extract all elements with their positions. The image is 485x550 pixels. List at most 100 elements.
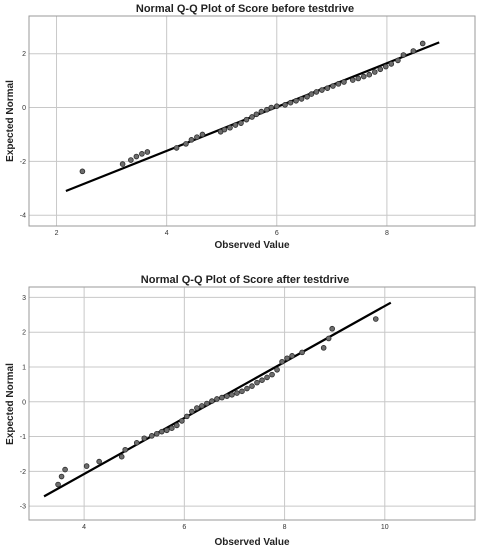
- data-point: [349, 77, 356, 83]
- x-tick-label: 4: [82, 524, 86, 531]
- data-point: [62, 466, 68, 473]
- data-points: [55, 316, 379, 488]
- data-point: [234, 390, 240, 396]
- data-point: [329, 325, 335, 332]
- data-point: [410, 48, 417, 54]
- x-axis-label: Observed Value: [214, 537, 289, 548]
- y-tick-label: 2: [22, 330, 26, 337]
- qq-plot-after-testdrive: Normal Q-Q Plot of Score after testdrive…: [5, 274, 476, 548]
- data-point: [232, 122, 239, 128]
- data-point: [229, 392, 235, 398]
- data-point: [153, 430, 160, 437]
- data-point: [128, 157, 134, 163]
- data-point: [194, 134, 200, 140]
- grid: [29, 16, 475, 226]
- data-point: [254, 379, 260, 386]
- chart-title: Normal Q-Q Plot of Score before testdriv…: [136, 3, 354, 15]
- data-point: [243, 116, 250, 123]
- data-point: [58, 473, 65, 480]
- data-point: [341, 79, 347, 85]
- data-point: [194, 405, 200, 411]
- data-point: [249, 383, 255, 389]
- data-point: [224, 393, 230, 399]
- data-point: [313, 89, 320, 95]
- data-point: [164, 427, 170, 434]
- data-point: [221, 126, 228, 133]
- data-point: [382, 63, 389, 70]
- x-tick-label: 6: [182, 524, 186, 531]
- y-tick-label: -3: [20, 504, 26, 511]
- data-point: [199, 403, 205, 409]
- data-point: [274, 366, 280, 373]
- x-tick-label: 2: [55, 230, 59, 237]
- data-point: [219, 394, 225, 401]
- x-axis-ticks: 4 6 8 10: [82, 524, 389, 531]
- data-point: [258, 108, 265, 115]
- data-point: [189, 408, 195, 415]
- data-point: [188, 137, 195, 143]
- data-point: [377, 66, 384, 73]
- data-point: [133, 153, 140, 160]
- data-point: [355, 75, 362, 82]
- data-point: [239, 388, 245, 395]
- y-tick-label: 3: [22, 295, 26, 302]
- data-point: [79, 168, 86, 175]
- y-tick-label: -4: [20, 213, 26, 220]
- data-point: [173, 145, 180, 151]
- y-tick-label: -1: [20, 434, 26, 441]
- data-point: [158, 428, 165, 435]
- x-tick-label: 10: [381, 524, 389, 531]
- data-point: [330, 83, 336, 89]
- data-point: [400, 52, 407, 58]
- data-point: [335, 81, 342, 87]
- data-point: [238, 120, 244, 126]
- data-point: [55, 481, 61, 488]
- y-axis-label: Expected Normal: [5, 363, 16, 445]
- data-point: [244, 385, 250, 392]
- data-point: [122, 446, 129, 453]
- data-point: [360, 73, 367, 80]
- x-tick-label: 4: [165, 230, 169, 237]
- data-point: [388, 61, 395, 67]
- data-point: [183, 141, 189, 147]
- plot-area: [28, 15, 476, 227]
- data-point: [319, 87, 325, 93]
- data-point: [299, 349, 305, 356]
- data-points: [79, 40, 426, 175]
- data-point: [249, 114, 255, 120]
- data-point: [371, 69, 378, 75]
- qq-plot-before-testdrive: Normal Q-Q Plot of Score before testdriv…: [5, 3, 476, 251]
- data-point: [395, 57, 401, 64]
- data-point: [214, 396, 220, 402]
- data-point: [118, 453, 125, 460]
- x-axis-label: Observed Value: [214, 240, 289, 251]
- data-point: [308, 91, 315, 97]
- data-point: [293, 98, 299, 104]
- y-axis-label: Expected Normal: [5, 80, 16, 162]
- data-point: [204, 400, 210, 407]
- data-point: [148, 433, 155, 439]
- data-point: [169, 425, 175, 431]
- y-tick-label: 0: [22, 105, 26, 112]
- data-point: [279, 358, 285, 365]
- data-point: [174, 422, 180, 429]
- data-point: [199, 131, 206, 138]
- data-point: [419, 40, 426, 47]
- plot-area: [28, 286, 476, 521]
- data-point: [119, 161, 126, 167]
- grid: [29, 287, 475, 520]
- x-tick-label: 8: [283, 524, 287, 531]
- data-point: [289, 353, 295, 359]
- data-point: [298, 96, 305, 102]
- y-tick-label: 0: [22, 399, 26, 406]
- data-point: [325, 335, 332, 342]
- data-point: [144, 149, 151, 155]
- data-point: [324, 85, 331, 91]
- data-point: [184, 413, 190, 420]
- data-point: [273, 103, 280, 109]
- data-point: [179, 418, 185, 424]
- x-axis-ticks: 2 4 6 8: [55, 230, 389, 237]
- data-point: [366, 71, 373, 78]
- data-point: [268, 104, 275, 111]
